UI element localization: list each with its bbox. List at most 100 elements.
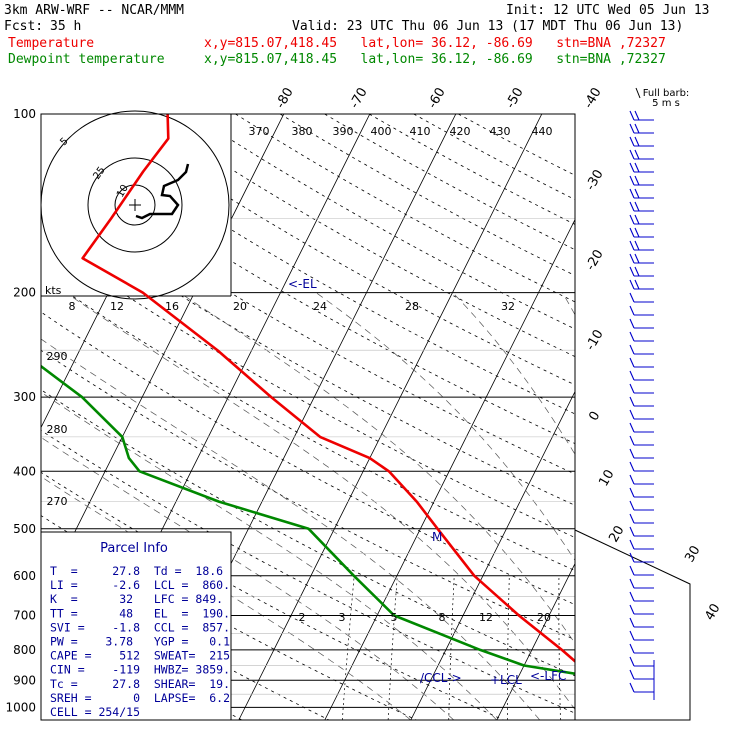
wind-barb xyxy=(629,344,654,355)
wind-barb xyxy=(629,591,654,602)
wind-barb-flag xyxy=(634,279,640,290)
forecast-hour: 35 h xyxy=(50,19,82,34)
wind-barb-flag xyxy=(629,227,635,238)
wind-barb-flag xyxy=(634,253,640,264)
mixing-ratio-line xyxy=(507,575,510,720)
dry-adiabat xyxy=(101,114,575,386)
wind-barb xyxy=(629,552,654,563)
moist-adiabat xyxy=(65,292,575,711)
wind-barb-flag xyxy=(629,162,635,173)
wind-barb xyxy=(629,318,654,329)
isotherm-label: -40 xyxy=(581,85,605,111)
wind-barb xyxy=(629,578,654,589)
parcel-info-row: T = 27.8 Td = 18.6 xyxy=(50,564,223,578)
temperature-line xyxy=(81,114,575,663)
model-title: 3km ARW-WRF -- NCAR/MMM xyxy=(4,3,185,18)
wind-barb-flag xyxy=(629,123,635,134)
wind-barb-flag xyxy=(634,188,640,199)
dry-adiabat xyxy=(41,274,575,572)
wind-barb-flag xyxy=(629,526,635,537)
hodograph-axis-label: 20 xyxy=(233,300,247,313)
wind-barb-flag xyxy=(629,149,635,160)
hodograph-axis-label: 24 xyxy=(313,300,327,313)
wind-barb-flag xyxy=(629,253,635,264)
mixing-ratio-label: 3 xyxy=(339,611,346,624)
wind-barb-flag xyxy=(629,630,635,641)
pressure-label: 500 xyxy=(13,522,36,536)
isotherm xyxy=(41,114,285,601)
sounding-annotation: /CCL-> xyxy=(420,671,462,685)
wind-barb xyxy=(629,617,654,628)
wind-barb xyxy=(629,214,654,225)
wind-barb xyxy=(629,136,654,147)
wind-barb-flag xyxy=(629,136,635,147)
wind-barb-flag xyxy=(629,500,635,511)
parcel-info-row: SREH = 0 LAPSE= 6.2 xyxy=(50,691,230,705)
pressure-label: 900 xyxy=(13,673,36,687)
theta-label: 400 xyxy=(371,125,392,138)
wind-barb-flag xyxy=(634,201,640,212)
theta-label: 280 xyxy=(47,423,68,436)
wind-barb xyxy=(629,266,654,277)
parcel-info-box xyxy=(40,531,232,721)
wind-barb-flag xyxy=(634,123,640,134)
parcel-info-row: CIN = -119 HWBZ= 3859. xyxy=(50,663,230,677)
isotherm-label: -10 xyxy=(583,327,607,353)
wind-barb-flag xyxy=(629,110,635,121)
pressure-label: 100 xyxy=(13,107,36,121)
wind-barb xyxy=(629,253,654,264)
pressure-label: 400 xyxy=(13,464,36,478)
theta-label: 370 xyxy=(249,125,270,138)
wind-barb xyxy=(629,188,654,199)
wind-barb-flag xyxy=(629,344,635,355)
wind-barb xyxy=(629,630,654,641)
wind-barb-flag xyxy=(634,214,640,225)
wind-barb xyxy=(629,500,654,511)
dry-adiabat xyxy=(324,114,575,251)
parcel-info-row: Tc = 27.8 SHEAR= 19. xyxy=(50,677,230,691)
mixing-ratio-label: 8 xyxy=(439,611,446,624)
isotherm xyxy=(238,114,543,721)
forecast-label: Fcst: xyxy=(4,19,44,34)
wind-barb xyxy=(629,175,654,186)
isotherm-label: 40 xyxy=(702,601,723,623)
temperature-location: x,y=815.07,418.45 lat,lon= 36.12, -86.69… xyxy=(204,36,666,51)
temperature-legend: Temperature xyxy=(8,36,95,51)
plot-frame xyxy=(40,113,576,721)
pressure-label: 800 xyxy=(13,643,36,657)
wind-barb xyxy=(629,123,654,134)
hodograph-ring xyxy=(87,157,183,253)
isotherm-label: -80 xyxy=(273,85,297,111)
dry-adiabat xyxy=(190,114,575,330)
wind-barb-flag xyxy=(629,591,635,602)
mixing-ratio-line xyxy=(387,575,398,721)
wind-barb-flag xyxy=(629,539,635,550)
isotherm-label: -70 xyxy=(347,85,371,111)
wind-barb xyxy=(629,682,654,693)
wind-barb xyxy=(629,383,654,394)
hodograph-speed-unit: kts xyxy=(45,284,62,297)
wind-barb-flag xyxy=(629,292,635,303)
isotherm-label: 30 xyxy=(682,543,703,565)
dry-adiabat xyxy=(41,429,575,714)
parcel-info-row: SVI = -1.8 CCL = 857. xyxy=(50,620,230,634)
theta-label: 410 xyxy=(410,125,431,138)
barb-key-staff xyxy=(635,87,641,99)
isotherm xyxy=(496,562,575,721)
wind-barb-flag xyxy=(629,474,635,485)
wind-barb xyxy=(629,292,654,303)
theta-label: 440 xyxy=(532,125,553,138)
isotherm-label: -60 xyxy=(425,85,449,111)
wind-barb-flag xyxy=(629,279,635,290)
wind-barb-flag xyxy=(629,240,635,251)
moist-adiabat xyxy=(452,292,575,455)
dry-adiabat xyxy=(41,168,575,475)
wind-barb-flag xyxy=(629,383,635,394)
isotherm-label: -50 xyxy=(503,85,527,111)
hodograph-axis-label: 32 xyxy=(501,300,515,313)
wind-barb-flag xyxy=(629,396,635,407)
wind-barb xyxy=(629,513,654,524)
parcel-info-row: CAPE = 512 SWEAT= 215 xyxy=(50,649,230,663)
moist-adiabat xyxy=(41,476,412,721)
